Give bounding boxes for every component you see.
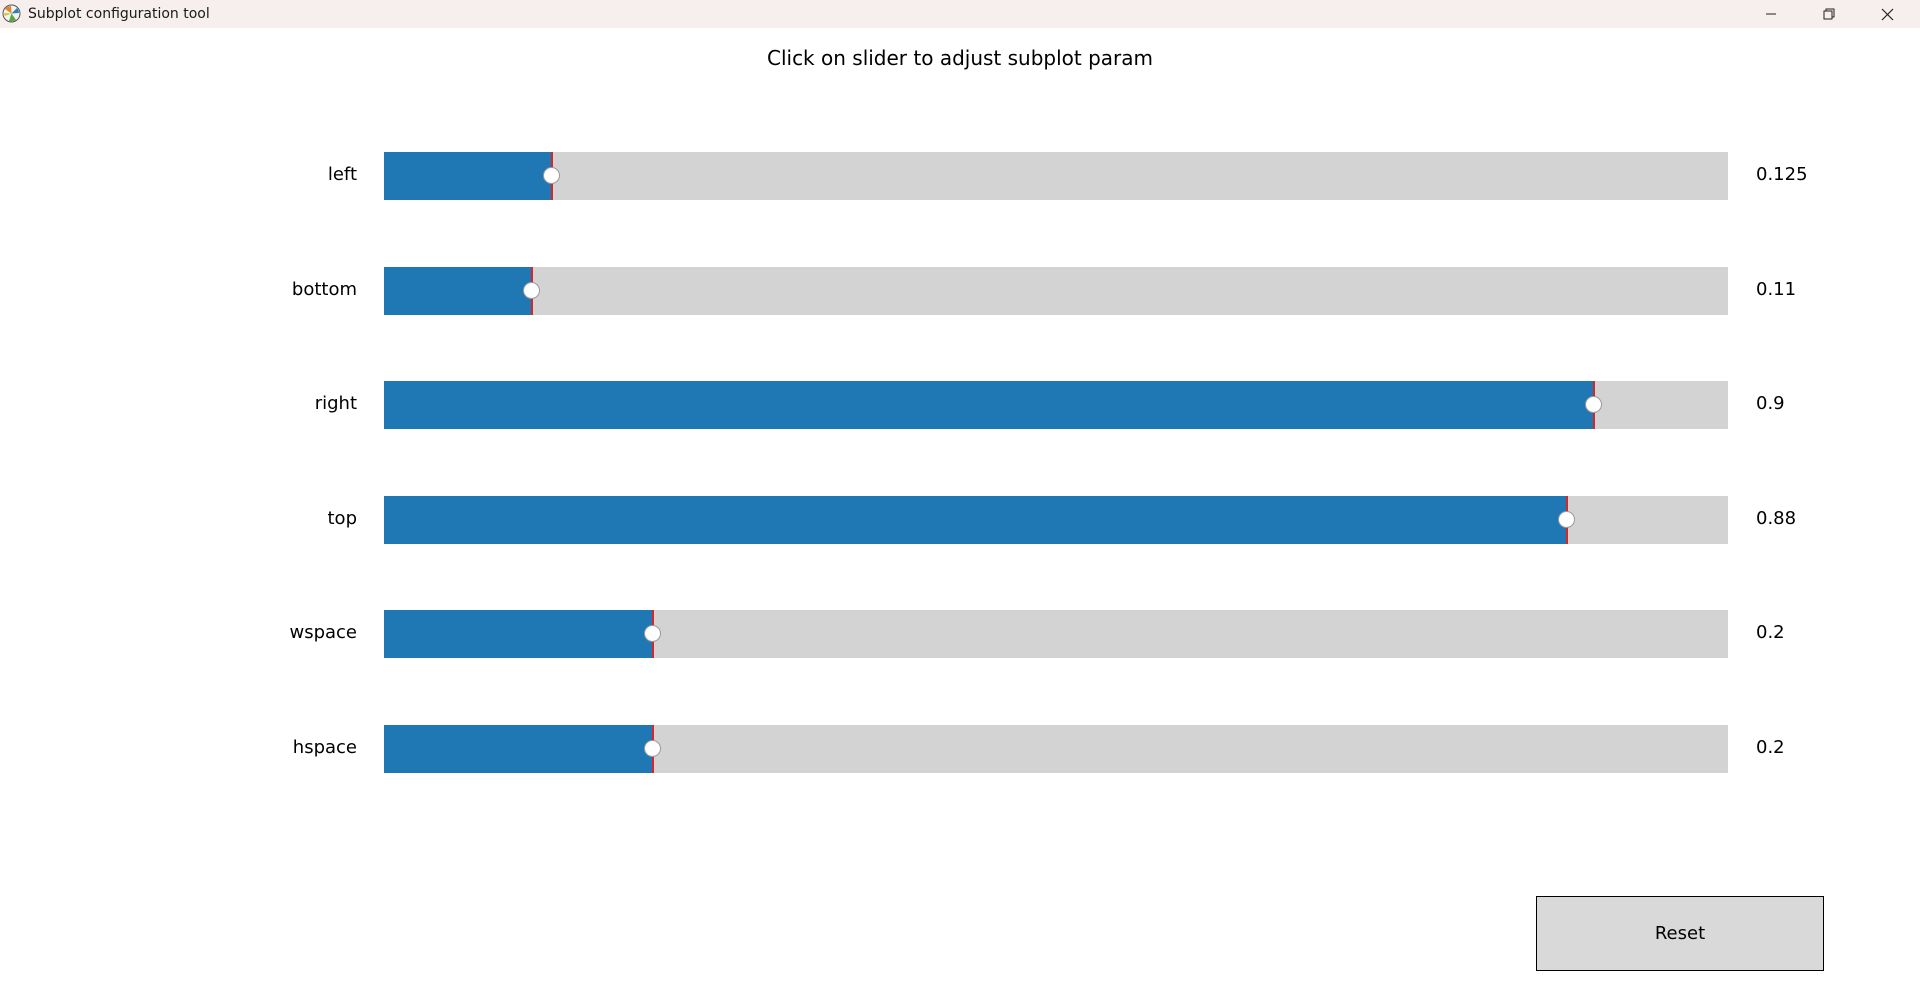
window-titlebar[interactable]: Subplot configuration tool [0,0,1920,28]
minimize-icon [1766,13,1776,15]
slider-right: right 0.9 [0,381,1920,429]
slider-value: 0.2 [1756,737,1785,758]
slider-track[interactable] [384,610,1728,658]
slider-value: 0.11 [1756,279,1797,300]
slider-fill [384,152,552,200]
slider-label: bottom [291,279,357,300]
slider-label: wspace [289,622,357,643]
minimize-button[interactable] [1743,0,1799,28]
slider-track[interactable] [384,381,1728,429]
slider-label: hspace [292,737,357,758]
slider-handle[interactable] [643,740,661,757]
slider-track[interactable] [384,152,1728,200]
slider-left: left 0.125 [0,152,1920,200]
slider-hspace: hspace 0.2 [0,725,1920,773]
slider-handle[interactable] [1584,396,1602,413]
slider-label: top [327,508,358,529]
restore-icon [1823,8,1835,20]
slider-handle[interactable] [543,167,560,184]
window-title: Subplot configuration tool [28,6,210,22]
reset-button[interactable]: Reset [1536,896,1824,971]
slider-label: left [327,164,357,185]
slider-top: top 0.88 [0,496,1920,544]
figure-title: Click on slider to adjust subplot param [766,46,1154,70]
slider-fill [384,267,532,315]
slider-track[interactable] [384,267,1728,315]
slider-fill [384,725,653,773]
slider-label: right [314,393,357,414]
slider-fill [384,496,1567,544]
matplotlib-icon [2,4,21,23]
slider-handle[interactable] [1557,511,1575,528]
slider-fill [384,610,653,658]
slider-wspace: wspace 0.2 [0,610,1920,658]
slider-value: 0.2 [1756,622,1785,643]
close-button[interactable] [1859,0,1915,28]
slider-fill [384,381,1594,429]
slider-track[interactable] [384,496,1728,544]
close-icon [1881,8,1893,20]
slider-bottom: bottom 0.11 [0,267,1920,315]
slider-value: 0.9 [1756,393,1785,414]
slider-track[interactable] [384,725,1728,773]
slider-handle[interactable] [643,625,661,642]
slider-handle[interactable] [522,282,540,299]
slider-value: 0.125 [1756,164,1808,185]
figure-canvas: Click on slider to adjust subplot param … [0,28,1920,991]
restore-button[interactable] [1801,0,1857,28]
slider-value: 0.88 [1756,508,1797,529]
